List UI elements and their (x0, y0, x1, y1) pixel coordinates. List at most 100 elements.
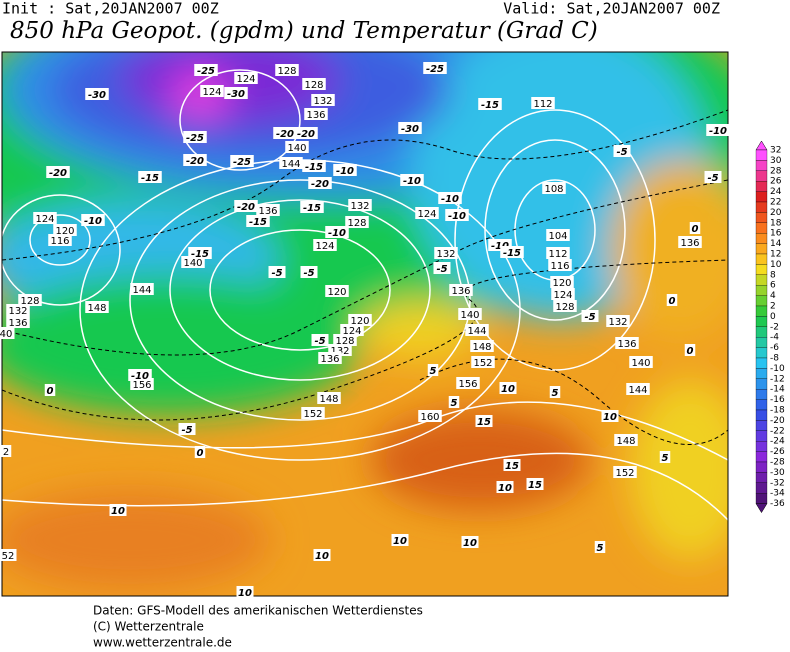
colorbar-label: -12 (770, 374, 785, 384)
geopotential-label: 108 (544, 184, 563, 195)
colorbar-band (755, 451, 768, 463)
geopotential-label-box (531, 97, 555, 109)
temperature-label: -30 (227, 89, 245, 100)
geopotential-label-box (415, 207, 439, 219)
colorbar-label: 26 (770, 177, 782, 187)
temperature-label: -15 (305, 162, 323, 173)
temperature-label: -5 (584, 312, 595, 323)
temperature-label: -10 (709, 126, 727, 137)
temperature-label-box (549, 386, 561, 398)
colorbar-band (755, 149, 768, 161)
temperature-label: -10 (448, 211, 466, 222)
temperature-label: 15 (505, 461, 519, 472)
geopotential-label-box (285, 141, 309, 153)
temperature-label: -5 (181, 425, 192, 436)
geopotential-label: 128 (335, 336, 354, 347)
temperature-label: -5 (314, 336, 325, 347)
geopotential-label: 136 (8, 318, 27, 329)
temperature-label-box (423, 62, 447, 74)
geopotential-label-box (275, 64, 299, 76)
geopotential-label-box (606, 315, 630, 327)
temperature-label-box (526, 478, 544, 490)
geopotential-label-box (615, 337, 639, 349)
geopotential-label-box (434, 247, 458, 259)
temperature-label: 15 (528, 480, 542, 491)
temperature-label: -15 (191, 249, 209, 260)
colorbar-arrow (755, 140, 768, 151)
geopotential-label-box (53, 224, 77, 236)
colorbar-band (755, 233, 768, 244)
geopotential-label-box (130, 283, 154, 295)
geopotential-label-box (348, 199, 372, 211)
colorbar-label: -14 (770, 385, 785, 395)
geopotential-label-box (6, 304, 30, 316)
geopotential-label: 124 (236, 74, 255, 85)
temperature-label-box (236, 586, 254, 598)
temperature-label: -20 (276, 129, 294, 140)
temperature-label-box (581, 310, 599, 322)
geopotential-label: 124 (35, 214, 54, 225)
temperature-label-box (398, 122, 422, 134)
colorbar-label: -8 (770, 354, 779, 364)
geopotential-label: 120 (552, 278, 571, 289)
colorbar-band (755, 305, 768, 317)
geopotential-label: 2 (3, 447, 9, 458)
geopotential-label: 120 (327, 287, 346, 298)
geopotential-label-box (311, 94, 335, 106)
colorbar-label: -32 (770, 478, 785, 488)
temperature-label: 0 (669, 296, 676, 307)
colorbar-band (755, 160, 768, 171)
colorbar-band (755, 295, 768, 307)
temperature-label-box (475, 415, 493, 427)
temperature-label: 5 (430, 366, 437, 377)
geopotential-label: 140 (183, 258, 202, 269)
geopotential-label-box (456, 377, 480, 389)
temperature-label: -10 (84, 216, 102, 227)
geopotential-label: 136 (306, 110, 325, 121)
colorbar-label: -18 (770, 406, 785, 416)
temperature-label: 10 (238, 588, 252, 599)
geopotential-label-box (465, 324, 489, 336)
temperature-label: 10 (111, 506, 125, 517)
temperature-label: -30 (401, 124, 419, 135)
geopotential-label-box (553, 300, 577, 312)
colorbar-band (755, 181, 768, 192)
colorbar-band (755, 285, 768, 296)
temperature-label: -10 (441, 194, 459, 205)
colorbar-label: 10 (770, 260, 782, 270)
temperature-label: 5 (662, 453, 669, 464)
temperature-label-box (178, 423, 196, 435)
colorbar-band (755, 201, 768, 213)
temperature-label-box (44, 384, 56, 396)
temperature-label: 0 (47, 386, 54, 397)
temperature-label-box (684, 344, 696, 356)
temperature-label-box (230, 155, 254, 167)
temperature-label-box (46, 166, 70, 178)
temperature-label-box (427, 364, 439, 376)
temperature-label: -5 (271, 268, 282, 279)
geopotential-label-box (279, 157, 303, 169)
geopotential-label-box (542, 182, 566, 194)
geopotential-label: 128 (347, 218, 366, 229)
geopotential-label: 124 (202, 87, 221, 98)
geopotential-label-box (626, 383, 650, 395)
geopotential-label-box (348, 314, 372, 326)
temperature-label: -25 (233, 157, 251, 168)
geopotential-label: 112 (548, 249, 567, 260)
temperature-label-box (496, 481, 514, 493)
colorbar-arrow (755, 503, 768, 514)
geopotential-label: 144 (467, 326, 486, 337)
geopotential-label: 136 (320, 354, 339, 365)
geopotential-label: 116 (50, 236, 69, 247)
temperature-label: 5 (597, 543, 604, 554)
map-title: 850 hPa Geopot. (gpdm) und Temperatur (G… (10, 18, 598, 44)
geopotential-label: 132 (436, 249, 455, 260)
temperature-label: 5 (451, 398, 458, 409)
colorbar-label: -2 (770, 322, 779, 332)
geopotential-label: 136 (258, 206, 277, 217)
temperature-label-box (85, 88, 109, 100)
colorbar-band (755, 357, 768, 369)
geopotential-label: 116 (550, 261, 569, 272)
temperature-label: -20 (49, 168, 67, 179)
